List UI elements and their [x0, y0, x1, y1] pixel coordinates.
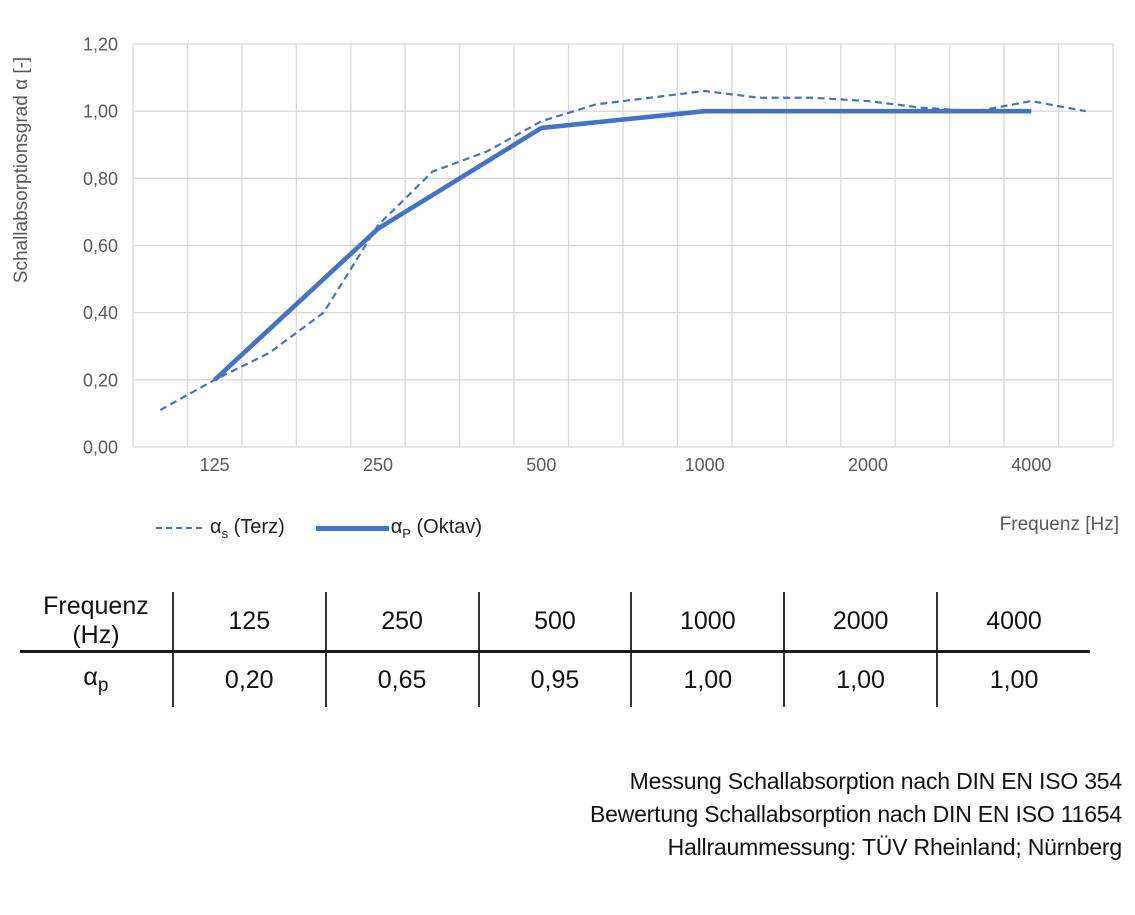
x-tick-label: 4000 [1011, 455, 1051, 475]
x-tick-label: 1000 [685, 455, 725, 475]
table-frequency-cell: 1000 [630, 592, 785, 653]
table-frequency-cell: 4000 [936, 592, 1090, 653]
x-tick-label: 250 [363, 455, 393, 475]
measurement-notes: Messung Schallabsorption nach DIN EN ISO… [590, 765, 1122, 864]
table-value-cell: 0,95 [477, 651, 632, 707]
y-axis-tick-labels: 0,00 0,20 0,40 0,60 0,80 1,00 1,20 [83, 35, 118, 458]
legend-label-text: (Oktav) [410, 515, 483, 538]
oktav-series-line [213, 108, 1032, 382]
dashed-line-sample [156, 526, 202, 530]
x-axis-title: Frequenz [Hz] [1000, 514, 1119, 535]
table-header-row: Frequenz (Hz) 125 250 500 1000 2000 4000 [20, 592, 1090, 653]
alpha-subscript: p [97, 675, 109, 696]
alpha-subscript: s [221, 525, 229, 541]
table-value-cell: 0,65 [324, 651, 479, 707]
note-line: Bewertung Schallabsorption nach DIN EN I… [589, 801, 1122, 827]
legend-label-text: (Terz) [228, 515, 285, 538]
note-line: Messung Schallabsorption nach DIN EN ISO… [629, 768, 1123, 794]
table-value-cell: 1,00 [936, 651, 1090, 707]
table-frequency-cell: 250 [324, 592, 479, 653]
x-tick-label: 125 [200, 455, 230, 475]
x-axis-tick-labels: 125 250 500 1000 2000 4000 [200, 455, 1052, 475]
note-line: Hallraummessung: TÜV Rheinland; Nürnberg [667, 834, 1123, 860]
x-tick-label: 500 [526, 455, 556, 475]
y-tick-label: 0,60 [83, 236, 118, 256]
alpha-subscript: P [402, 525, 411, 541]
terz-series-line [159, 89, 1086, 412]
table-frequency-cell: 125 [171, 592, 326, 653]
absorption-chart: 0,00 0,20 0,40 0,60 0,80 1,00 1,20 125 250 500 10… [11, 35, 1119, 536]
table-row-label-alpha-p: αp [20, 652, 173, 708]
table-frequency-cell: 2000 [783, 592, 938, 653]
alpha-symbol: α [83, 663, 98, 691]
legend-item-oktav: αP (Oktav) [285, 516, 482, 541]
legend-label-oktav: αP (Oktav) [391, 516, 482, 541]
absorption-table: Frequenz (Hz) 125 250 500 1000 2000 4000… [20, 592, 1090, 707]
alpha-symbol: α [210, 515, 222, 538]
chart-gridlines [132, 43, 1114, 448]
chart-series [159, 89, 1086, 412]
y-axis-title: Schallabsorptionsgrad α [-] [11, 57, 32, 283]
alpha-symbol: α [390, 515, 403, 538]
y-tick-label: 1,00 [83, 102, 118, 122]
solid-line-sample [315, 525, 389, 531]
y-tick-label: 0,00 [83, 438, 118, 458]
table-value-cell: 1,00 [630, 651, 785, 707]
legend-label-terz: αs (Terz) [210, 516, 285, 541]
legend-item-terz: αs (Terz) [156, 516, 285, 541]
table-value-cell: 0,20 [171, 651, 326, 707]
table-frequency-cell: 500 [477, 592, 632, 653]
x-tick-label: 2000 [848, 455, 888, 475]
table-value-cell: 1,00 [783, 651, 938, 707]
y-tick-label: 0,20 [83, 370, 118, 390]
y-tick-label: 0,80 [83, 169, 118, 189]
chart-legend: αs (Terz) αP (Oktav) [156, 514, 482, 542]
table-header-label: Frequenz (Hz) [20, 592, 173, 653]
y-tick-label: 1,20 [83, 35, 118, 55]
table-value-row: αp 0,20 0,65 0,95 1,00 1,00 1,00 [20, 651, 1090, 708]
y-tick-label: 0,40 [83, 303, 118, 323]
